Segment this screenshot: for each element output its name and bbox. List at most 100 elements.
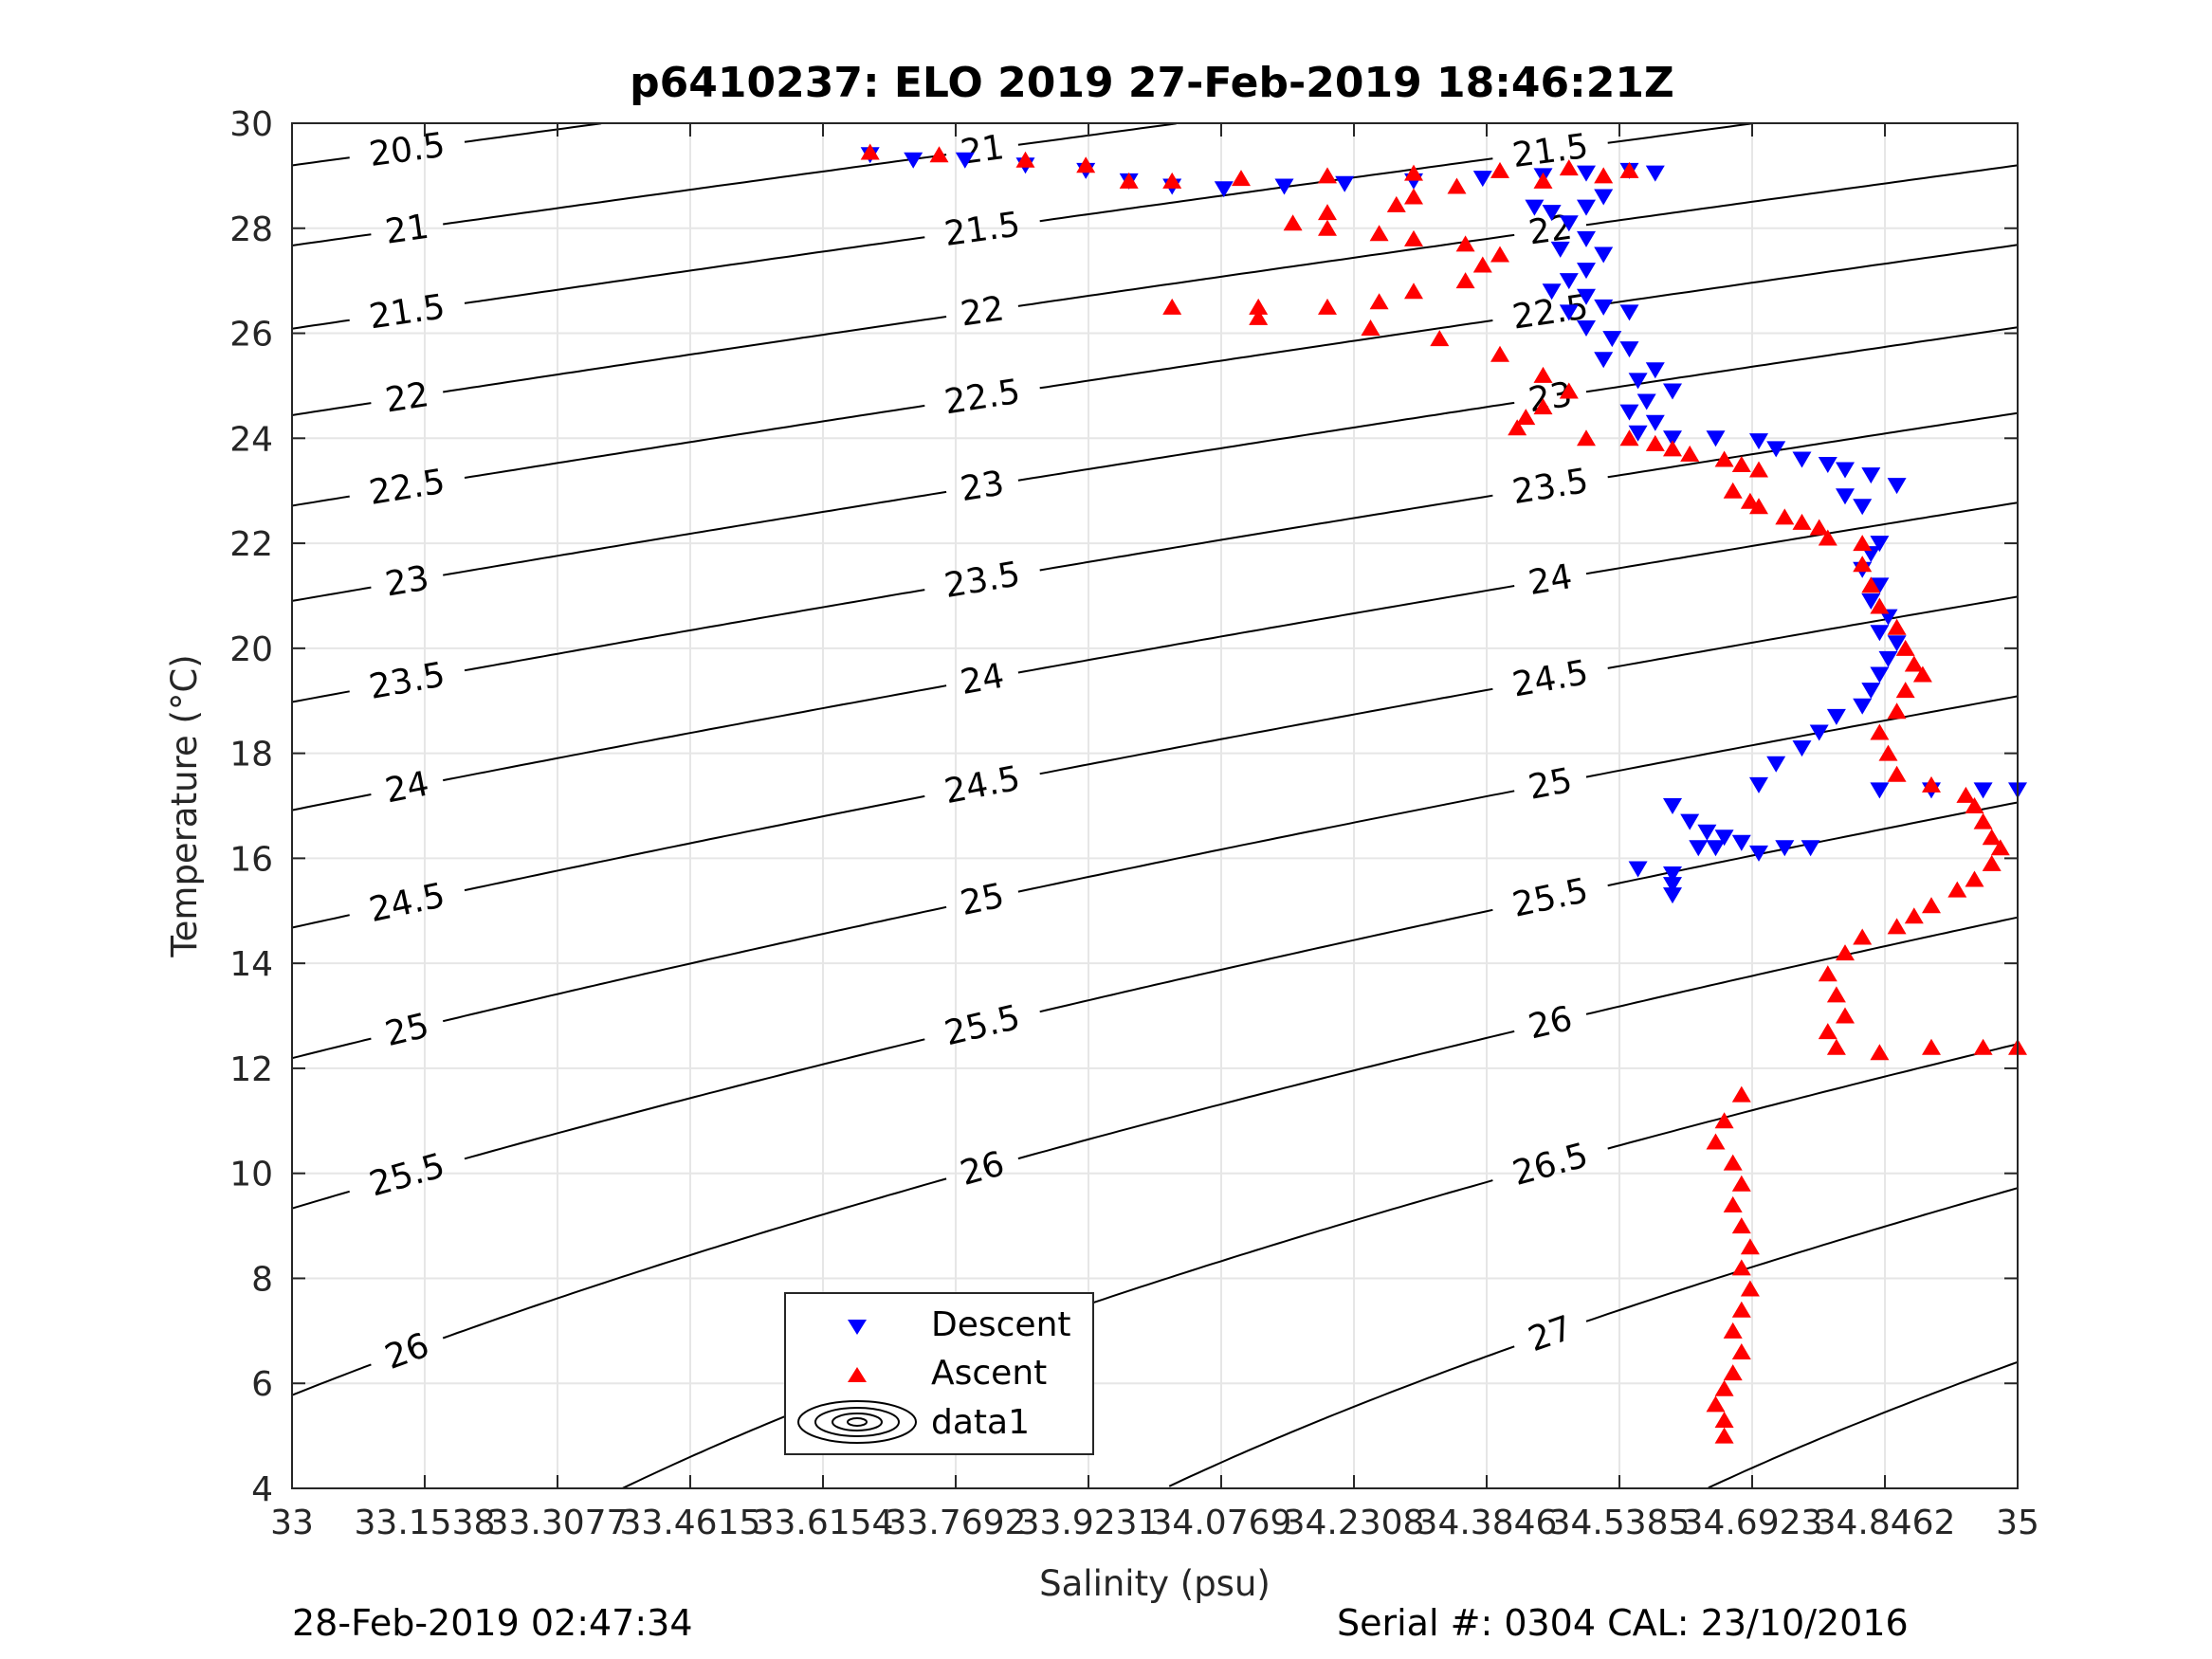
descent-point [1663, 383, 1682, 400]
density-contour-label: 23.5 [941, 555, 1023, 606]
ascent-point [1792, 513, 1812, 530]
ascent-point [1404, 188, 1423, 205]
ascent-point [1533, 366, 1553, 383]
ascent-point [1706, 1133, 1726, 1150]
descent-point [1594, 299, 1614, 316]
ascent-point [1723, 1195, 1743, 1212]
ascent-point [1895, 682, 1915, 699]
ascent-point [1749, 498, 1768, 515]
ascent-point [1663, 440, 1682, 457]
density-contour-label: 21.5 [367, 287, 448, 337]
ascent-point [1740, 1280, 1760, 1297]
descent-point [1663, 887, 1682, 904]
density-contour-label: 21 [383, 208, 431, 252]
descent-point [1749, 433, 1768, 450]
descent-point [1645, 362, 1665, 379]
ascent-point [860, 143, 880, 160]
ascent-point [1723, 1322, 1743, 1339]
axes-box [291, 122, 2019, 1489]
descent-point [1594, 352, 1614, 369]
ascent-point [1731, 456, 1751, 472]
ascent-point [1404, 164, 1423, 181]
y-tick-label: 24 [229, 420, 273, 459]
x-tick-label: 34.5385 [1549, 1504, 1691, 1542]
y-tick-label: 8 [251, 1260, 273, 1299]
density-contour-label: 22 [383, 375, 431, 420]
y-tick-label: 4 [251, 1470, 273, 1509]
descent-point [1714, 830, 1734, 847]
descent-point [1697, 824, 1717, 841]
legend-contour-icon [797, 1400, 917, 1444]
ascent-point [1731, 1259, 1751, 1276]
ascent-point [1965, 797, 1984, 813]
ascent-point [1982, 829, 2002, 846]
density-contour-line [291, 916, 2019, 1396]
axis-ticks: 33 33.153833.307733.461533.615433.769233.… [229, 105, 2039, 1542]
density-contour-line [1708, 1360, 2019, 1489]
ascent-point [1516, 409, 1536, 426]
descent-point [1853, 698, 1873, 715]
legend: Descent Ascent data1 [784, 1292, 1094, 1455]
ascent-point [1861, 576, 1881, 593]
descent-point [1870, 782, 1890, 799]
x-tick-label: 35 [1996, 1504, 2039, 1542]
descent-point [1663, 430, 1682, 447]
descent-point [1861, 593, 1881, 610]
descent-point [1619, 341, 1639, 358]
ascent-point [1853, 928, 1873, 945]
density-contour-label: 23.5 [366, 655, 448, 707]
ascent-point [1922, 775, 1941, 793]
ascent-point [1775, 508, 1795, 525]
density-contour-line [291, 411, 2019, 703]
ascent-point [1904, 907, 1924, 924]
ascent-point [1472, 256, 1492, 273]
x-tick-label: 33.6154 [753, 1504, 894, 1542]
descent-point [1792, 451, 1812, 468]
ascent-point [1076, 156, 1096, 173]
ascent-point [1559, 159, 1579, 176]
descent-point [1731, 834, 1751, 851]
descent-point [1628, 373, 1648, 390]
density-contour-label: 20.5 [367, 126, 448, 174]
x-tick-label: 33.9231 [1018, 1504, 1160, 1542]
descent-point [1870, 577, 1890, 594]
ascent-point [1922, 897, 1941, 914]
ascent-point [1878, 744, 1898, 761]
ascent-point [1749, 461, 1768, 478]
ascent-point [1162, 298, 1182, 315]
ascent-point [1818, 529, 1837, 546]
ascent-point [1015, 151, 1035, 168]
ascent-point [1973, 812, 1993, 830]
ascent-point [1912, 665, 1932, 683]
descent-point [1680, 813, 1700, 830]
descent-point [1749, 845, 1768, 862]
density-contour-label: 24 [382, 764, 432, 811]
descent-point [1836, 462, 1855, 479]
descent-point [1472, 171, 1492, 188]
descent-point [1766, 441, 1786, 458]
density-contour-label: 24 [958, 657, 1007, 703]
descent-point [1619, 304, 1639, 321]
ascent-point [1922, 1038, 1941, 1055]
ascent-point [1249, 308, 1269, 325]
ascent-point [1853, 535, 1873, 552]
density-contour-label: 24.5 [941, 759, 1024, 812]
ascent-point [1404, 229, 1423, 246]
density-contour-label: 26 [380, 1326, 434, 1377]
descent-point [1559, 215, 1579, 232]
ascent-point [1826, 986, 1846, 1003]
descent-point [1577, 165, 1596, 182]
ascent-point [1870, 1044, 1890, 1061]
descent-point [1335, 175, 1355, 192]
descent-point [1274, 178, 1294, 195]
density-contour-label: 21.5 [942, 205, 1023, 254]
ascent-point [1714, 1379, 1734, 1396]
descent-point [1628, 425, 1648, 442]
density-contour-label: 24.5 [366, 876, 448, 930]
ascent-point [1508, 419, 1527, 436]
ascent-point [1947, 881, 1967, 898]
descent-point [1663, 798, 1682, 814]
ascent-point [1870, 723, 1890, 740]
ascent-point [1731, 1301, 1751, 1318]
descent-point [1775, 840, 1795, 857]
